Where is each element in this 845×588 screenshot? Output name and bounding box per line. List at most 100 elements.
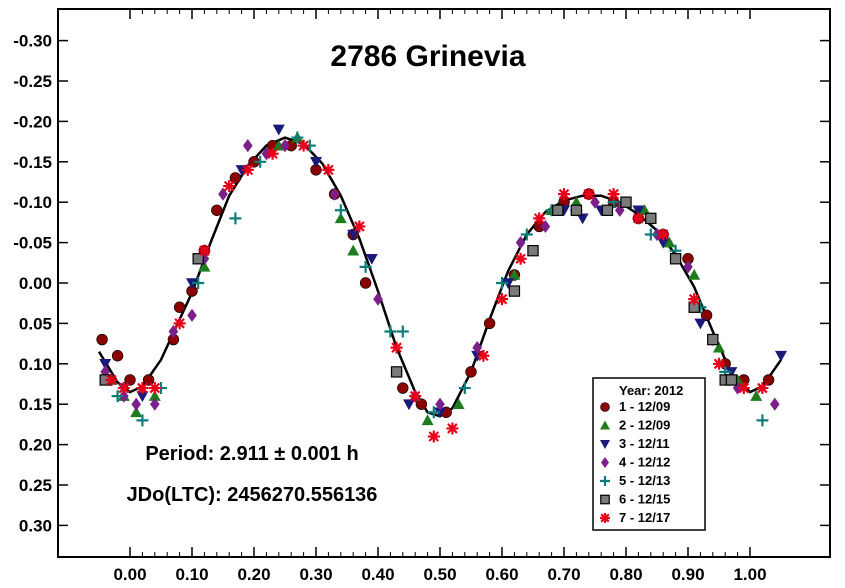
legend-marker-4 xyxy=(601,457,609,468)
data-point-series-4 xyxy=(261,147,272,161)
legend-label: 2 - 12/09 xyxy=(619,418,670,433)
data-point-series-5 xyxy=(334,204,347,217)
data-point-series-5 xyxy=(291,131,304,144)
data-point-series-7 xyxy=(446,422,459,435)
data-point-series-6 xyxy=(527,244,539,257)
x-tick-label: 1.00 xyxy=(733,565,766,584)
data-point-series-7 xyxy=(353,220,366,233)
data-point-series-7 xyxy=(297,139,310,152)
data-point-series-5 xyxy=(520,228,533,241)
data-point-series-6 xyxy=(508,285,521,297)
data-point-series-2 xyxy=(508,268,521,280)
y-tick-label: 0.15 xyxy=(19,395,52,414)
data-point-series-2 xyxy=(421,414,434,426)
data-point-series-7 xyxy=(533,212,546,225)
data-point-series-5 xyxy=(427,406,440,419)
data-point-series-7 xyxy=(322,163,335,176)
data-point-series-7 xyxy=(514,252,527,265)
data-point-series-1 xyxy=(229,172,242,184)
data-point-series-7 xyxy=(688,293,701,306)
data-point-series-7 xyxy=(173,317,186,330)
y-tick-label: 0.05 xyxy=(19,314,52,333)
y-tick-label: -0.25 xyxy=(13,72,52,91)
data-point-series-4 xyxy=(168,324,179,339)
data-point-series-7 xyxy=(477,349,490,362)
data-point-series-7 xyxy=(496,293,508,306)
data-point-series-5 xyxy=(458,382,471,395)
data-point-series-1 xyxy=(483,317,496,330)
x-tick-label: 0.70 xyxy=(547,565,580,584)
data-point-series-5 xyxy=(111,390,124,403)
data-point-series-4 xyxy=(770,397,780,411)
data-point-series-3 xyxy=(272,124,285,136)
data-point-series-3 xyxy=(347,229,360,241)
data-point-series-1 xyxy=(124,374,136,386)
data-point-series-5 xyxy=(192,277,205,289)
data-point-series-1 xyxy=(762,374,775,386)
x-tick-label: 0.30 xyxy=(299,565,332,584)
data-point-series-5 xyxy=(359,260,372,273)
data-point-series-2 xyxy=(570,196,583,207)
data-point-series-6 xyxy=(725,374,738,386)
data-point-series-7 xyxy=(737,382,750,395)
legend-label: 6 - 12/15 xyxy=(619,492,670,507)
x-tick-label: 0.60 xyxy=(485,565,518,584)
data-point-series-6 xyxy=(645,212,657,225)
y-tick-label: -0.15 xyxy=(13,153,52,172)
data-point-series-5 xyxy=(229,212,242,225)
x-tick-label: 0.40 xyxy=(361,565,394,584)
data-point-series-2 xyxy=(198,260,211,272)
y-tick-label: 0.00 xyxy=(19,274,52,293)
data-point-series-3 xyxy=(99,359,112,370)
data-point-series-1 xyxy=(359,277,372,289)
data-point-series-4 xyxy=(243,139,253,153)
x-tick-label: 0.00 xyxy=(113,565,146,584)
data-point-series-3 xyxy=(657,237,670,249)
data-point-series-3 xyxy=(576,213,589,225)
data-point-series-4 xyxy=(187,308,197,322)
data-point-series-4 xyxy=(131,397,141,411)
legend-label: 7 - 12/17 xyxy=(619,510,670,525)
x-tick-label: 0.20 xyxy=(237,565,270,584)
y-tick-label: 0.30 xyxy=(19,516,52,535)
data-point-series-2 xyxy=(334,212,347,224)
data-point-series-1 xyxy=(211,204,223,216)
y-tick-label: 0.10 xyxy=(19,355,52,374)
data-point-series-5 xyxy=(756,414,769,427)
data-point-series-5 xyxy=(136,414,149,427)
data-point-series-6 xyxy=(669,253,682,265)
legend-box xyxy=(592,377,706,531)
data-point-series-7 xyxy=(390,341,403,354)
data-point-series-7 xyxy=(241,163,254,176)
data-point-series-3 xyxy=(434,407,446,419)
data-point-series-1 xyxy=(142,374,155,386)
chart-title: 2786 Grinevia xyxy=(330,40,525,73)
data-point-series-2 xyxy=(452,398,465,409)
legend-label: 1 - 12/09 xyxy=(619,399,670,414)
period-annotation: Period: 2.911 ± 0.001 h xyxy=(145,443,358,465)
x-tick-label: 0.80 xyxy=(609,565,642,584)
data-point-series-5 xyxy=(384,325,397,338)
data-point-series-7 xyxy=(409,390,422,403)
data-point-series-1 xyxy=(173,301,186,313)
legend-marker-3 xyxy=(600,440,610,449)
y-tick-label: -0.30 xyxy=(13,32,52,51)
data-point-series-7 xyxy=(136,382,149,395)
data-point-series-2 xyxy=(148,390,161,401)
data-point-series-4 xyxy=(373,292,383,306)
data-point-series-4 xyxy=(435,397,445,411)
data-point-series-5 xyxy=(254,155,267,168)
data-point-series-4 xyxy=(150,397,160,411)
data-point-series-4 xyxy=(280,139,290,153)
data-point-series-4 xyxy=(652,227,662,242)
data-point-series-7 xyxy=(198,244,211,257)
data-point-series-3 xyxy=(694,318,707,330)
data-point-series-7 xyxy=(105,373,118,386)
data-point-series-2 xyxy=(663,236,676,248)
data-point-series-4 xyxy=(515,236,526,250)
data-point-series-2 xyxy=(688,268,701,280)
data-point-series-7 xyxy=(117,382,130,395)
y-tick-label: -0.20 xyxy=(13,112,52,131)
data-point-series-3 xyxy=(186,278,198,289)
jdo-annotation: JDo(LTC): 2456270.556136 xyxy=(127,484,378,506)
